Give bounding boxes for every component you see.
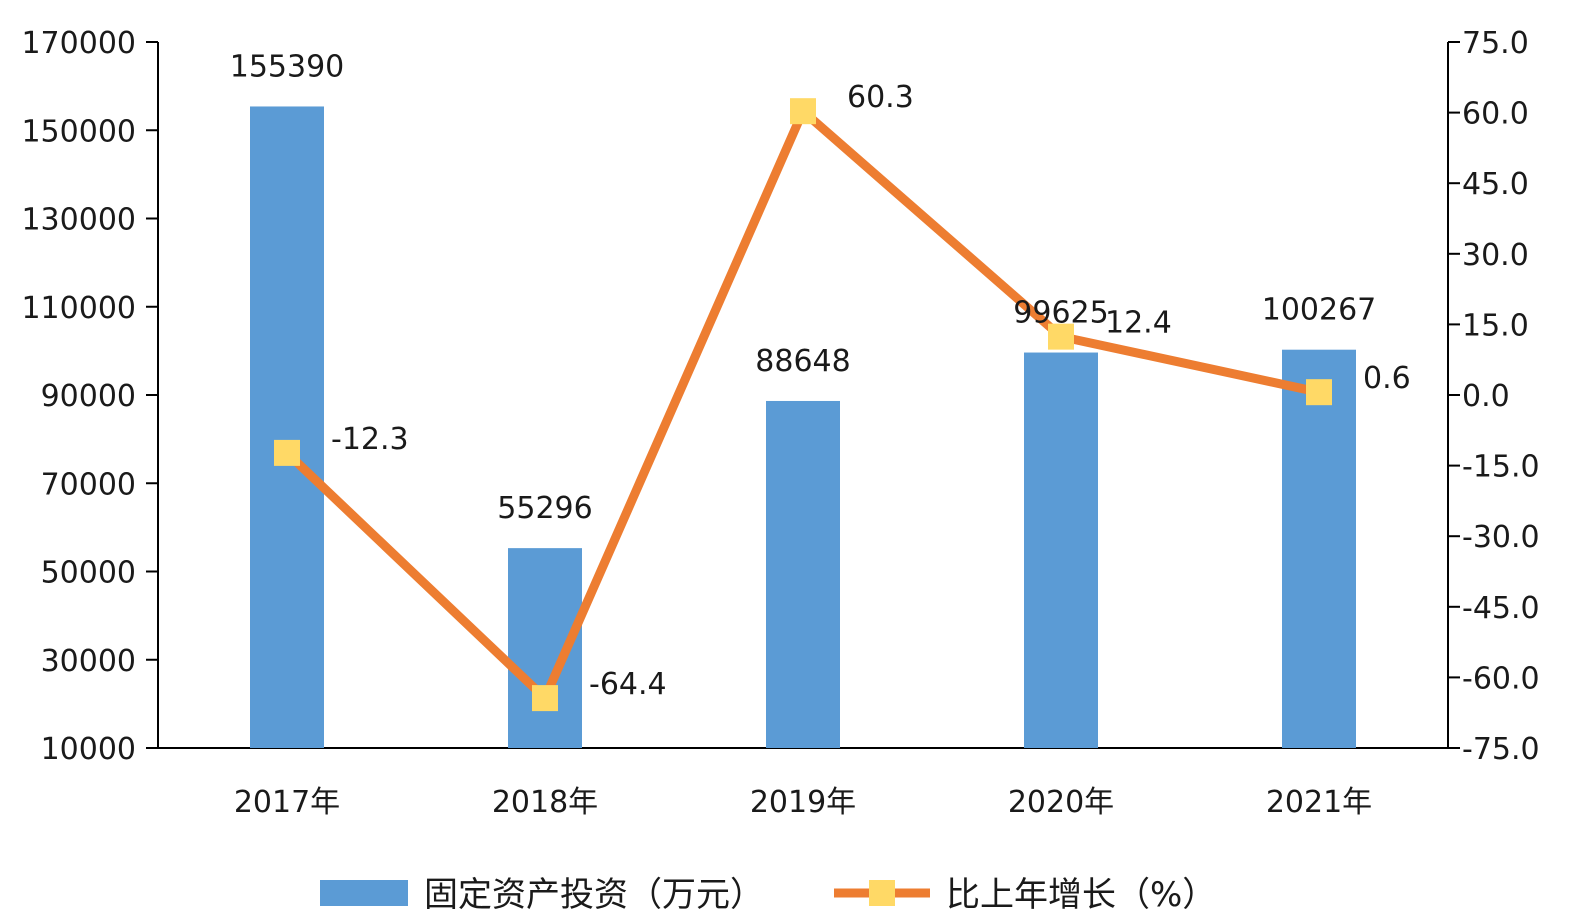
- right-tick-label: 15.0: [1462, 308, 1529, 343]
- bar: [1282, 349, 1356, 748]
- right-tick-label: -30.0: [1462, 520, 1540, 555]
- left-tick-label: 90000: [41, 379, 136, 414]
- bar-value-label: 100267: [1262, 293, 1377, 328]
- left-tick-label: 30000: [41, 644, 136, 679]
- bar-value-label: 55296: [497, 491, 592, 526]
- bar: [1024, 352, 1098, 748]
- left-tick-label: 110000: [21, 291, 136, 326]
- x-tick-label: 2018年: [492, 785, 598, 820]
- legend-bar-label: 固定资产投资（万元）: [424, 875, 764, 915]
- right-tick-label: 45.0: [1462, 167, 1529, 202]
- axes: 170000 150000 130000 110000 90000 70000 50000 3…: [21, 26, 1539, 820]
- legend-line-label: 比上年增长（%）: [946, 875, 1216, 915]
- left-tick-label: 150000: [21, 114, 136, 149]
- bar-value-label: 155390: [230, 49, 345, 84]
- x-tick-label: 2021年: [1266, 785, 1372, 820]
- bar-series: [250, 106, 1356, 749]
- right-tick-label: 30.0: [1462, 238, 1529, 273]
- bar-value-label: 88648: [755, 344, 850, 379]
- x-tick-label: 2017年: [234, 785, 340, 820]
- left-tick-label: 70000: [41, 467, 136, 502]
- left-tick-label: 170000: [21, 26, 136, 61]
- data-labels: 155390 55296 88648 99625 100267 -12.3 -64.4 60.…: [230, 49, 1411, 702]
- legend: 固定资产投资（万元） 比上年增长（%）: [320, 875, 1216, 915]
- growth-marker: [532, 685, 558, 712]
- legend-line-marker: [869, 880, 895, 906]
- growth-value-label: 60.3: [847, 80, 914, 115]
- right-tick-label: -75.0: [1462, 732, 1540, 767]
- right-tick-label: -60.0: [1462, 661, 1540, 696]
- growth-marker: [1048, 323, 1074, 350]
- right-tick-label: -45.0: [1462, 591, 1540, 626]
- bar: [250, 106, 324, 749]
- bar-value-label: 99625: [1013, 296, 1108, 331]
- growth-value-label: 12.4: [1105, 306, 1172, 341]
- legend-bar-swatch: [320, 880, 408, 906]
- left-tick-label: 50000: [41, 556, 136, 591]
- growth-value-label: 0.6: [1363, 361, 1411, 396]
- left-tick-label: 130000: [21, 203, 136, 238]
- x-tick-label: 2019年: [750, 785, 856, 820]
- growth-marker: [790, 98, 816, 125]
- right-tick-label: -15.0: [1462, 450, 1540, 485]
- growth-marker: [274, 439, 300, 466]
- growth-marker: [1306, 379, 1332, 406]
- right-tick-label: 0.0: [1462, 379, 1510, 414]
- bar: [766, 400, 840, 748]
- line-series: [274, 98, 1332, 712]
- right-tick-label: 75.0: [1462, 26, 1529, 61]
- growth-value-label: -64.4: [589, 667, 667, 702]
- right-tick-label: 60.0: [1462, 97, 1529, 132]
- growth-value-label: -12.3: [331, 422, 409, 457]
- left-tick-label: 10000: [41, 732, 136, 767]
- x-tick-label: 2020年: [1008, 785, 1114, 820]
